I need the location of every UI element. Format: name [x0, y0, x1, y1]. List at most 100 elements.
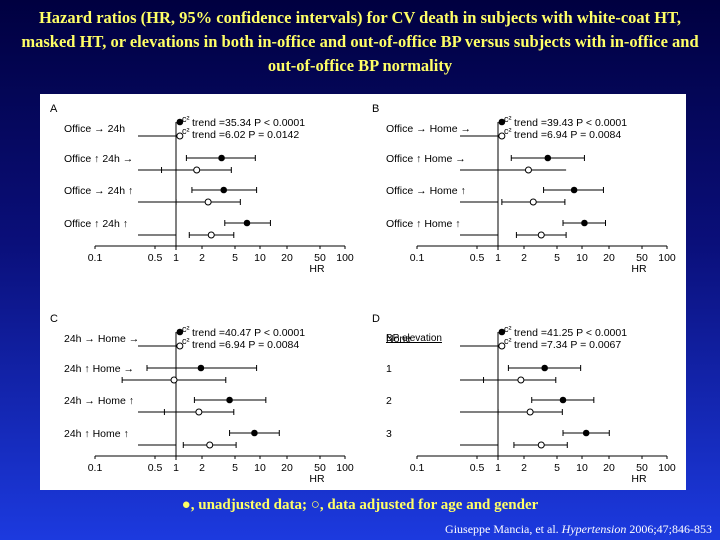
panel-c: C 0.1 0.5 1 2 5 10 20 50 100 HR c² trend =40.47 P < …: [50, 313, 354, 485]
row-label: Office → 24h ↑: [64, 185, 133, 197]
point-unadjusted: [498, 328, 506, 336]
x-tick-label: 100: [336, 462, 354, 474]
point-unadjusted: [570, 186, 578, 194]
citation-journal: Hypertension: [561, 522, 627, 536]
x-tick-label: 20: [281, 462, 293, 474]
x-axis-label: HR: [309, 473, 325, 485]
row-label: 1: [386, 363, 392, 375]
trend-symbol: c²: [182, 336, 190, 346]
point-unadjusted: [220, 186, 228, 194]
point-adjusted: [193, 166, 201, 174]
x-tick-label: 50: [636, 252, 648, 264]
trend-symbol: c²: [504, 114, 512, 124]
point-unadjusted: [176, 328, 184, 336]
x-tick-label: 0.1: [88, 462, 103, 474]
point-unadjusted: [582, 429, 590, 437]
row-label: Office ↑ 24h →: [64, 153, 133, 165]
point-adjusted: [207, 231, 215, 239]
x-tick-label: 2: [199, 252, 205, 264]
point-unadjusted: [251, 429, 258, 437]
row-label: None: [386, 333, 411, 345]
row-label: 24h ↑ Home ↑: [64, 428, 129, 440]
point-adjusted: [170, 376, 178, 384]
trend-symbol: c²: [182, 114, 190, 124]
caption-filled-text: , unadjusted data;: [190, 497, 308, 513]
x-tick-label: 0.1: [410, 252, 425, 264]
row-label: 3: [386, 428, 392, 440]
x-tick-label: 10: [254, 462, 266, 474]
x-tick-label: 50: [636, 462, 648, 474]
x-tick-label: 100: [658, 462, 676, 474]
x-tick-label: 0.5: [148, 462, 163, 474]
x-tick-label: 1: [173, 252, 179, 264]
slide-title: Hazard ratios (HR, 95% confidence interv…: [21, 8, 699, 75]
trend-stat: trend =40.47 P < 0.0001: [192, 327, 305, 339]
trend-symbol: c²: [504, 324, 512, 334]
point-unadjusted: [243, 219, 251, 227]
x-tick-label: 10: [576, 462, 588, 474]
x-tick-label: 0.1: [410, 462, 425, 474]
x-tick-label: 1: [173, 462, 179, 474]
x-tick-label: 100: [336, 252, 354, 264]
row-label: Office → Home ↑: [386, 185, 466, 197]
x-tick-label: 10: [576, 252, 588, 264]
filled-circle-icon: ●: [181, 497, 191, 513]
row-label: 2: [386, 395, 392, 407]
point-adjusted: [498, 342, 506, 350]
citation-authors: Giuseppe Mancia, et al.: [445, 522, 559, 536]
row-label: Office → 24h: [64, 123, 125, 135]
x-tick-label: 20: [281, 252, 293, 264]
point-adjusted: [176, 132, 184, 140]
panel-letter: A: [50, 103, 58, 115]
trend-stat: trend =39.43 P < 0.0001: [514, 117, 627, 129]
trend-stat: trend =7.34 P = 0.0067: [514, 339, 621, 351]
x-tick-label: 20: [603, 252, 615, 264]
x-tick-label: 5: [232, 252, 238, 264]
x-tick-label: 0.5: [148, 252, 163, 264]
trend-stat: trend =6.94 P = 0.0084: [192, 339, 299, 351]
legend-caption: ●, unadjusted data; ○, data adjusted for…: [0, 497, 720, 514]
trend-stat: trend =6.02 P = 0.0142: [192, 129, 299, 141]
x-tick-label: 50: [314, 462, 326, 474]
x-tick-label: 5: [554, 252, 560, 264]
point-adjusted: [176, 342, 184, 350]
citation: Giuseppe Mancia, et al. Hypertension 200…: [445, 522, 712, 537]
panel-letter: D: [372, 313, 380, 325]
x-tick-label: 5: [232, 462, 238, 474]
x-tick-label: 1: [495, 252, 501, 264]
row-label: 24h → Home ↑: [64, 395, 134, 407]
point-unadjusted: [176, 118, 184, 126]
point-unadjusted: [226, 396, 233, 404]
trend-symbol: c²: [182, 324, 190, 334]
row-label: 24h ↑ Home →: [64, 363, 134, 375]
panel-header: BP elevation: [386, 333, 442, 344]
point-adjusted: [517, 376, 525, 384]
point-adjusted: [524, 166, 532, 174]
point-unadjusted: [541, 364, 548, 372]
point-adjusted: [529, 198, 537, 206]
panel-d: D BP elevation 0.1 0.5 1 2 5 10 20 50 100 HR c² trend…: [372, 313, 676, 485]
row-label: Office ↑ 24h ↑: [64, 218, 128, 230]
point-adjusted: [498, 132, 506, 140]
forest-plot-figure: A 0.1 0.5 1 2 5 10 20 50 100 HR c² trend =35.34 P < …: [40, 94, 686, 490]
x-tick-label: 0.1: [88, 252, 103, 264]
point-adjusted: [204, 198, 212, 206]
x-tick-label: 2: [199, 462, 205, 474]
x-axis-label: HR: [631, 473, 647, 485]
point-adjusted: [195, 408, 203, 416]
x-tick-label: 100: [658, 252, 676, 264]
x-tick-label: 10: [254, 252, 266, 264]
panel-letter: B: [372, 103, 379, 115]
row-label: Office → Home →: [386, 123, 471, 135]
trend-stat: trend =6.94 P = 0.0084: [514, 129, 621, 141]
x-tick-label: 2: [521, 252, 527, 264]
row-label: 24h → Home →: [64, 333, 139, 345]
citation-details: 2006;47;846-853: [629, 522, 712, 536]
point-adjusted: [526, 408, 534, 416]
point-adjusted: [206, 441, 214, 449]
point-unadjusted: [559, 396, 567, 404]
panel-a: A 0.1 0.5 1 2 5 10 20 50 100 HR c² trend =35.34 P < …: [50, 103, 354, 275]
x-tick-label: 50: [314, 252, 326, 264]
row-label: Office ↑ Home ↑: [386, 218, 461, 230]
